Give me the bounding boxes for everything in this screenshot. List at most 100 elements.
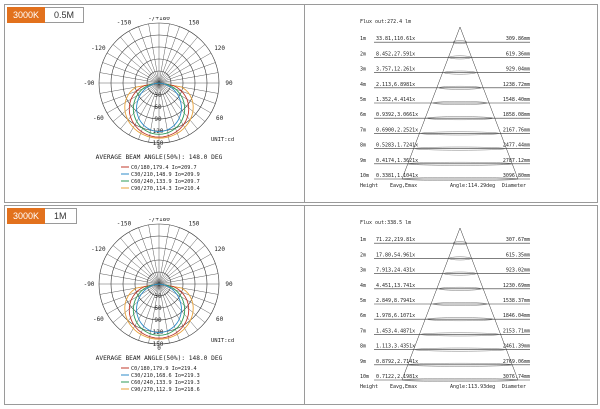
cone-ellipse (452, 241, 468, 246)
height-label: 5m (360, 298, 366, 304)
radial-spoke (148, 224, 160, 285)
cct-label: 3000K (7, 7, 46, 23)
panel-tag: 3000K 1M (7, 208, 77, 224)
lux-value: 0.6900,2.2521x (376, 127, 418, 133)
radial-spoke (158, 283, 212, 315)
footer-angle: Angle:114.29deg (450, 183, 495, 189)
flux-title: Flux out:338.5 lm (360, 220, 411, 226)
radial-spoke (128, 30, 160, 84)
angle-label: 120 (214, 45, 225, 52)
diameter-value: 1548.40mm (503, 97, 530, 103)
intensity-curve (132, 283, 186, 336)
radial-spoke (158, 283, 216, 305)
beam-table: Flux out:272.4 lm 1m 33.81,110.61x 309.86mm… (360, 19, 530, 189)
angle-label: 90 (225, 281, 233, 288)
radial-spoke (158, 82, 212, 114)
legend-entry: C30/210,148.9 Io=209.9 (131, 172, 200, 178)
radial-spoke (158, 44, 206, 84)
radial-spoke (138, 82, 160, 140)
height-label: 3m (360, 67, 366, 73)
diameter-value: 923.02mm (506, 268, 530, 274)
lux-value: 2.113,6.8981x (376, 82, 415, 88)
intensity-curve (136, 283, 182, 334)
height-label: 2m (360, 51, 366, 57)
cct-label: 3000K (7, 208, 46, 224)
panel-0: 3000K 0.5M -/+180 -150 150 -120 120 -90 90 -60 6… (4, 4, 598, 203)
angle-label: 150 (189, 220, 200, 227)
diameter-value: 615.35mm (506, 252, 530, 258)
diameter-value: 2167.76mm (503, 127, 530, 133)
radial-spoke (158, 283, 206, 323)
diameter-value: 2787.12mm (503, 158, 530, 164)
height-label: 8m (360, 143, 366, 149)
radial-spoke (120, 237, 160, 285)
radial-spoke (158, 227, 180, 285)
radial-spoke (158, 283, 198, 331)
radial-spoke (102, 62, 160, 84)
cone-ellipse (432, 101, 488, 105)
panel-divider (304, 206, 305, 404)
cone-ellipse (401, 177, 519, 181)
radial-tick-label: 30 (154, 92, 162, 99)
lux-value: 1.453,4.4871x (376, 328, 415, 334)
zero-label: 0 (157, 345, 161, 352)
height-label: 3m (360, 268, 366, 274)
radial-spoke (120, 82, 160, 130)
diameter-value: 619.36mm (506, 51, 530, 57)
radial-spoke (158, 283, 170, 344)
legend-entry: C90/270,112.9 Io=218.6 (131, 387, 200, 393)
radial-spoke (99, 72, 160, 84)
radial-spoke (120, 283, 160, 331)
radial-spoke (102, 283, 160, 305)
radial-tick-label: 30 (154, 293, 162, 300)
cone-ellipse (438, 287, 482, 291)
diameter-value: 929.04mm (506, 67, 530, 73)
footer-diameter: Diameter (502, 183, 526, 189)
diameter-value: 2153.71mm (503, 328, 530, 334)
radial-spoke (138, 283, 160, 341)
intensity-curve (136, 82, 182, 133)
height-label: 10m (360, 173, 369, 179)
cone-ellipse (452, 40, 468, 45)
radial-spoke (158, 82, 206, 122)
radial-spoke (158, 62, 216, 84)
diameter-value: 307.67mm (506, 237, 530, 243)
angle-label: 90 (225, 80, 233, 87)
angle-label: -90 (84, 281, 95, 288)
cone-ellipse (438, 86, 482, 90)
cone-ellipse (448, 256, 472, 261)
lux-value: 0.7122,2.1981x (376, 374, 418, 380)
diameter-value: 1238.72mm (503, 82, 530, 88)
radial-spoke (106, 52, 160, 84)
radial-spoke (158, 82, 216, 104)
lux-value: 0.5283,1.7241x (376, 143, 418, 149)
cone-ellipse (401, 378, 519, 382)
lux-value: 8.452,27.591x (376, 51, 415, 57)
radial-spoke (158, 224, 170, 285)
distance-label: 0.5M (45, 7, 85, 23)
lux-value: 71.22,219.81x (376, 237, 415, 243)
radial-spoke (99, 273, 160, 285)
diameter-value: 2477.44mm (503, 143, 530, 149)
radial-spoke (112, 44, 160, 84)
cone-ellipse (407, 362, 513, 367)
footer-height: Height (360, 183, 378, 189)
legend-entry: C30/210,168.6 Io=219.3 (131, 373, 200, 379)
intensity-curve (128, 283, 190, 339)
radial-spoke (158, 82, 170, 143)
radial-spoke (158, 82, 190, 136)
radial-spoke (112, 82, 160, 122)
radial-spoke (158, 36, 198, 84)
cone-ellipse (426, 116, 494, 120)
unit-label: UNIT:cd (211, 338, 234, 344)
radial-spoke (148, 283, 160, 344)
height-label: 7m (360, 127, 366, 133)
height-label: 10m (360, 374, 369, 380)
radial-spoke (158, 82, 180, 140)
angle-label: -150 (117, 220, 132, 227)
radial-spoke (158, 253, 212, 285)
cone-ellipse (420, 131, 500, 136)
panel-divider (304, 5, 305, 202)
cone-ellipse (432, 302, 488, 306)
diameter-value: 1858.08mm (503, 112, 530, 118)
